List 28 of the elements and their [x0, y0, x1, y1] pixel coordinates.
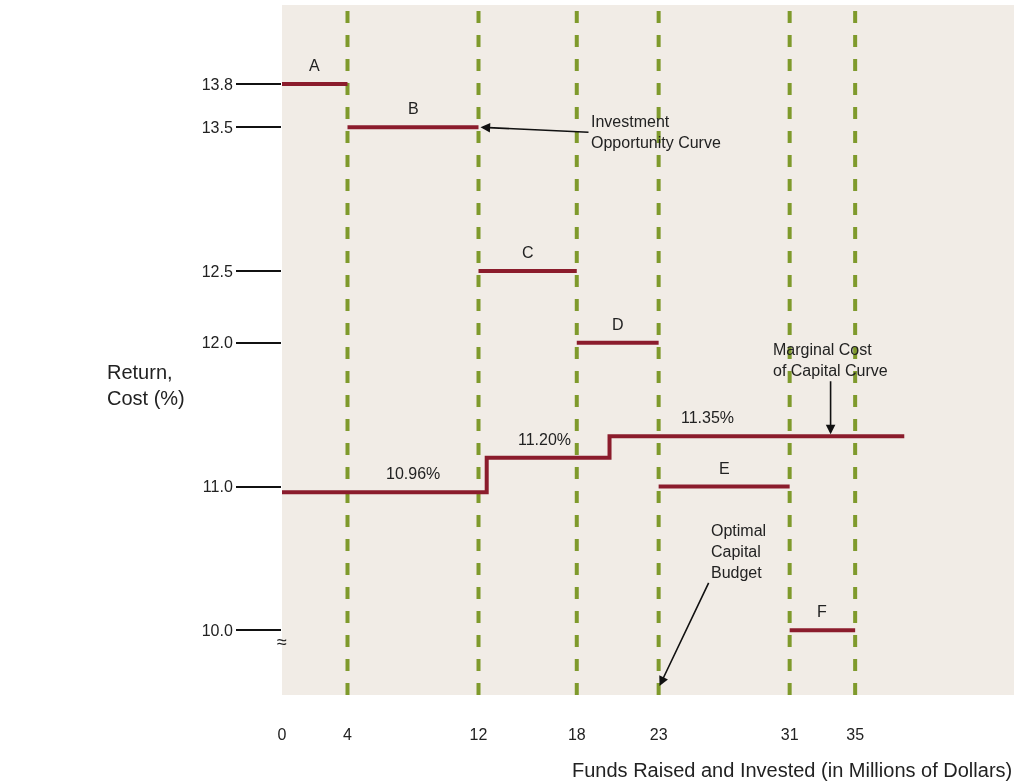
- y-tick-label: 10.0: [201, 621, 233, 639]
- x-tick-label: 12: [469, 726, 488, 743]
- annotation: B: [408, 100, 419, 117]
- annotation: ≈: [277, 632, 287, 652]
- annotation: D: [612, 316, 624, 333]
- y-tick-label: 13.8: [201, 75, 233, 93]
- x-tick-label: 23: [649, 726, 668, 743]
- annotation: A: [309, 57, 320, 74]
- x-tick-label: 18: [567, 726, 586, 743]
- y-tick-label: 13.5: [201, 118, 233, 136]
- annotation: C: [522, 244, 534, 261]
- annotation: Investment Opportunity Curve: [591, 113, 721, 151]
- annotation: Marginal Cost of Capital Curve: [773, 341, 888, 379]
- annotation: E: [719, 460, 730, 477]
- x-tick-label: 31: [780, 726, 799, 743]
- x-tick-label: 35: [846, 726, 865, 743]
- y-tick-label: 12.0: [201, 334, 233, 352]
- annotation: 10.96%: [386, 465, 441, 482]
- annotation: 11.35%: [681, 409, 735, 426]
- x-axis-title: Funds Raised and Invested (in Millions of Dollars): [572, 759, 1013, 781]
- y-axis-title: Return, Cost (%): [107, 361, 185, 409]
- annotation: 11.20%: [518, 431, 572, 448]
- x-tick-label: 4: [343, 726, 353, 743]
- annotation: F: [817, 603, 827, 620]
- x-tick-label: 0: [277, 726, 287, 743]
- y-tick-label: 12.5: [201, 262, 233, 280]
- annotation: Optimal Capital Budget: [711, 522, 767, 581]
- y-tick-label: 11.0: [202, 478, 233, 496]
